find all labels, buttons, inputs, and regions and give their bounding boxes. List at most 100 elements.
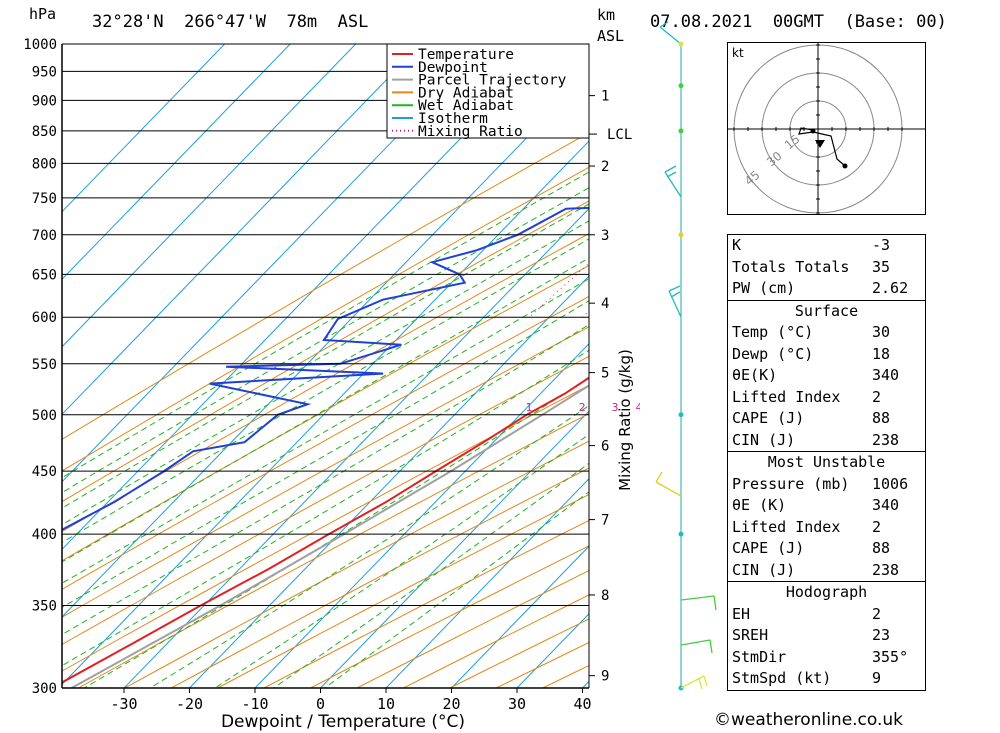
x-tick-label: 10 bbox=[377, 695, 395, 713]
pressure-tick-label: 350 bbox=[32, 599, 57, 615]
wet-adiabat-line bbox=[214, 433, 589, 688]
index-label: Totals Totals bbox=[732, 257, 850, 276]
km-tick-label: 4 bbox=[601, 296, 609, 312]
isotherm-line bbox=[320, 410, 589, 688]
wet-adiabat-line bbox=[62, 257, 589, 563]
hodograph-stat-label: StmDir bbox=[732, 647, 787, 666]
wet-adiabat-line bbox=[324, 491, 589, 688]
legend-label: Parcel Trajectory bbox=[418, 73, 567, 89]
hodograph-stat-label: EH bbox=[732, 604, 751, 623]
km-tick-label: 9 bbox=[601, 669, 609, 685]
surface-label: Dewp (°C) bbox=[732, 344, 814, 363]
isotherm-line bbox=[451, 545, 589, 688]
km-tick-label: 8 bbox=[601, 588, 609, 604]
legend-label: Dewpoint bbox=[418, 60, 488, 76]
index-value: 35 bbox=[872, 257, 891, 276]
km-tick-label: 1 bbox=[601, 89, 609, 105]
index-label: K bbox=[732, 236, 742, 254]
index-row: K -3 bbox=[728, 235, 925, 257]
surface-row: Dewp (°C) 18 bbox=[728, 344, 925, 366]
hodograph-stat-value: 23 bbox=[872, 626, 891, 644]
most-unstable-label: θE (K) bbox=[732, 496, 787, 514]
surface-row: CAPE (J) 88 bbox=[728, 408, 925, 430]
wind-barb bbox=[680, 595, 717, 611]
pressure-tick-label: 450 bbox=[32, 464, 57, 480]
indices-panel: K -3 Totals Totals 35 PW (cm) 2.62 Surface Te… bbox=[727, 234, 926, 691]
legend-label: Dry Adiabat bbox=[418, 85, 514, 101]
pressure-tick-label: 600 bbox=[32, 310, 57, 326]
dry-adiabat-line bbox=[217, 493, 589, 688]
pressure-tick-label: 300 bbox=[32, 681, 57, 697]
most-unstable-row: CAPE (J) 88 bbox=[728, 538, 925, 560]
hodograph-unit-label: kt bbox=[732, 46, 744, 60]
km-tick-label: 5 bbox=[601, 366, 609, 382]
wind-barb bbox=[664, 165, 682, 198]
storm-motion-marker bbox=[815, 140, 825, 148]
x-tick-label: 30 bbox=[508, 695, 526, 713]
asl-unit-label: ASL bbox=[597, 27, 625, 45]
isotherm-line bbox=[189, 275, 589, 688]
dry-adiabat-line bbox=[62, 166, 589, 472]
x-tick-label: 40 bbox=[573, 695, 591, 713]
most-unstable-label: Lifted Index bbox=[732, 517, 841, 536]
hodograph-stat-row: StmSpd (kt) 9 bbox=[728, 668, 925, 690]
x-tick-label: 20 bbox=[442, 695, 460, 713]
wind-barb bbox=[680, 639, 713, 654]
x-axis-label: Dewpoint / Temperature (°C) bbox=[221, 712, 465, 732]
isotherm-line bbox=[62, 140, 589, 686]
most-unstable-section: Most Unstable Pressure (mb) 1006 θE (K) 340… bbox=[728, 451, 925, 581]
legend-label: Isotherm bbox=[418, 111, 488, 127]
dry-adiabat-line bbox=[310, 545, 589, 688]
dry-adiabat-line bbox=[62, 233, 589, 533]
wet-adiabat-line bbox=[62, 187, 589, 494]
legend-label: Wet Adiabat bbox=[418, 98, 514, 114]
surface-label: Lifted Index bbox=[732, 387, 841, 406]
hodograph-stat-label: SREH bbox=[732, 626, 769, 644]
dry-adiabat-line bbox=[62, 200, 589, 503]
dry-adiabat-line bbox=[62, 326, 589, 618]
wet-adiabat-line bbox=[62, 349, 589, 667]
dry-adiabat-line bbox=[62, 132, 589, 440]
wind-profile bbox=[655, 21, 717, 691]
wind-barb-dot bbox=[678, 412, 684, 418]
hodograph-stat-row: EH 2 bbox=[728, 604, 925, 626]
most-unstable-value: 88 bbox=[872, 539, 891, 557]
km-tick-label: 6 bbox=[601, 439, 609, 455]
surface-section: Surface Temp (°C) 30 Dewp (°C) 18 θE(K) 340 Li… bbox=[728, 299, 925, 452]
wind-barb-dot bbox=[678, 531, 684, 537]
dry-adiabat-line bbox=[124, 440, 589, 688]
surface-row: CIN (J) 238 bbox=[728, 430, 925, 452]
wet-adiabat-line bbox=[83, 376, 589, 688]
pressure-tick-label: 950 bbox=[32, 64, 57, 80]
wet-adiabat-line bbox=[62, 324, 589, 636]
pressure-tick-label: 750 bbox=[32, 191, 57, 207]
most-unstable-value: 1006 bbox=[872, 474, 909, 493]
dry-adiabat-line bbox=[62, 264, 589, 562]
mixing-ratio-axis-label: Mixing Ratio (g/kg) bbox=[616, 349, 634, 491]
wet-adiabat-line bbox=[62, 238, 589, 543]
x-tick-label: -10 bbox=[241, 695, 268, 713]
pressure-tick-label: 900 bbox=[32, 93, 57, 109]
isotherm-line bbox=[123, 207, 589, 688]
km-tick-label: 7 bbox=[601, 513, 609, 529]
isotherm-line bbox=[254, 342, 589, 688]
wind-barb bbox=[659, 21, 682, 45]
surface-label: Temp (°C) bbox=[732, 323, 814, 341]
surface-row: Lifted Index 2 bbox=[728, 387, 925, 409]
mixing-ratio-label: 1 bbox=[526, 401, 533, 414]
index-value: -3 bbox=[872, 236, 891, 254]
dewpoint-line bbox=[62, 206, 589, 531]
legend-box bbox=[386, 43, 590, 139]
pressure-tick-label: 800 bbox=[32, 156, 57, 172]
dry-adiabat-line bbox=[78, 412, 589, 688]
km-tick-label: 2 bbox=[601, 159, 609, 175]
hodograph-trace bbox=[798, 127, 846, 167]
surface-value: 30 bbox=[872, 323, 891, 341]
dry-adiabat-line bbox=[62, 355, 589, 646]
wet-adiabat-line bbox=[62, 203, 589, 509]
wet-adiabat-line bbox=[62, 220, 589, 526]
hodograph-stat-value: 9 bbox=[872, 669, 882, 687]
hodograph-section: Hodograph EH 2 SREH 23 StmDir 355° StmSpd (kt)… bbox=[728, 581, 925, 690]
